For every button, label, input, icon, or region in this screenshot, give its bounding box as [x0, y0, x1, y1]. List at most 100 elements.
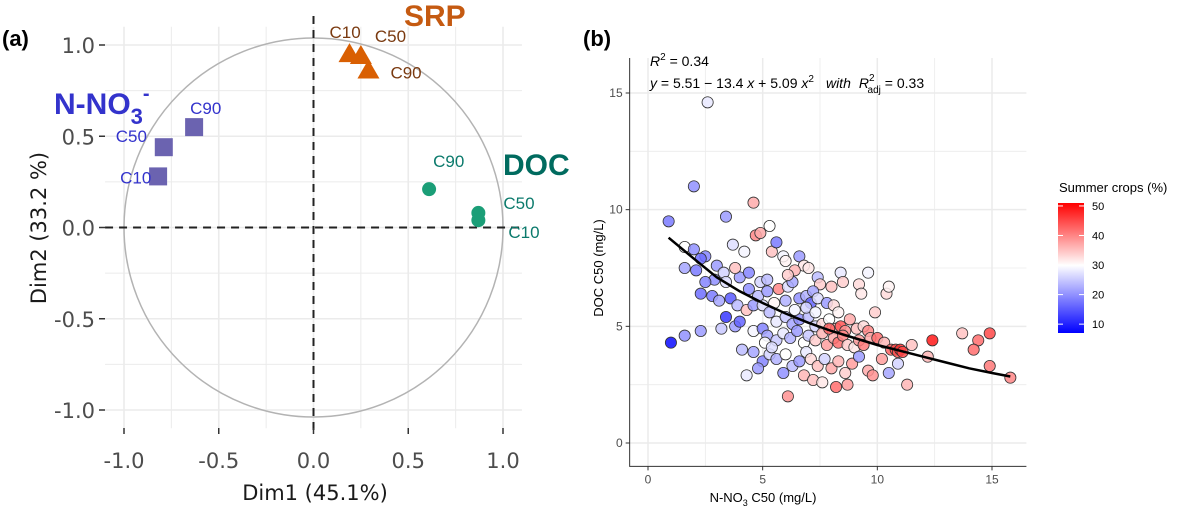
- data-point: [690, 264, 703, 277]
- y-tick-label: 0.0: [62, 217, 95, 241]
- x-tick-label: 0: [645, 472, 652, 486]
- data-point: [788, 303, 801, 316]
- annotation-r2: R2 = 0.34: [650, 52, 709, 69]
- legend-tick-label: 40: [1092, 231, 1104, 243]
- panel-a-xlabel: Dim1 (45.1%): [242, 481, 388, 505]
- data-point: [809, 306, 822, 319]
- point-label-c90: C90: [390, 64, 421, 83]
- panel-b-ticks: 0 5 10 15 0 5 10 15: [609, 86, 999, 486]
- annotation-r2-value: = 0.34: [666, 53, 709, 69]
- panel-b-axes: [629, 58, 1027, 467]
- data-point: [832, 306, 845, 319]
- data-point: [726, 238, 739, 251]
- eq-value: = 0.33: [881, 75, 924, 91]
- eq-x: x: [746, 75, 755, 91]
- legend-ticks: 50 40 30 20 10: [1058, 201, 1104, 331]
- data-point: [779, 254, 792, 267]
- data-point: [830, 380, 843, 393]
- circle-marker-c10: [471, 213, 486, 228]
- data-point: [818, 352, 831, 365]
- panel-b-xlabel: N-NO3 C50 (mg/L): [710, 490, 817, 508]
- data-point: [779, 294, 792, 307]
- data-point: [891, 357, 904, 370]
- data-point: [779, 348, 792, 361]
- data-point: [983, 359, 996, 372]
- point-label-c90: C90: [190, 99, 221, 118]
- data-point: [662, 215, 675, 228]
- x-tick-label: -1.0: [104, 449, 145, 473]
- x-tick-label: 15: [985, 472, 999, 486]
- data-point: [747, 345, 760, 358]
- group-title-nno3-main: N-NO: [54, 88, 131, 121]
- y-tick-label: 1.0: [62, 34, 95, 58]
- eq-body: = 5.51 − 13.4: [657, 75, 747, 91]
- group-title-srp: SRP: [404, 0, 466, 33]
- data-point: [926, 334, 939, 347]
- data-point: [719, 310, 732, 323]
- panel-a-ticks: -1.0 -0.5 0.0 0.5 1.0 -1.0 -0.5 0.0 0.5 1.0: [54, 34, 520, 473]
- data-point: [687, 180, 700, 193]
- data-point: [770, 236, 783, 249]
- data-point: [733, 315, 746, 328]
- data-point: [869, 306, 882, 319]
- legend-tick-label: 50: [1092, 201, 1104, 213]
- y-tick-label: -0.5: [54, 308, 95, 332]
- data-point: [793, 355, 806, 368]
- point-label-c50: C50: [116, 127, 147, 146]
- y-tick-label: 15: [609, 86, 623, 100]
- data-point: [901, 378, 914, 391]
- panel-a-ylabel: Dim2 (33.2 %): [27, 152, 51, 304]
- data-point: [699, 275, 712, 288]
- data-point: [855, 287, 868, 300]
- y-tick-label: 5: [616, 319, 623, 333]
- x-tick-label: 5: [759, 472, 766, 486]
- data-point: [765, 341, 778, 354]
- data-point: [791, 324, 804, 337]
- data-point: [678, 261, 691, 274]
- data-point: [852, 350, 865, 363]
- data-point: [742, 266, 755, 279]
- data-point: [882, 366, 895, 379]
- data-point: [694, 287, 707, 300]
- point-label-c10: C10: [330, 23, 361, 42]
- data-point: [736, 343, 749, 356]
- data-point: [740, 369, 753, 382]
- data-point: [882, 280, 895, 293]
- data-point: [694, 324, 707, 337]
- panel-b-grid: [629, 58, 1027, 467]
- y-tick-label: -1.0: [54, 399, 95, 423]
- panel-a-points: C10 C50 C90 C10 C50 C90 C90 C50 C10: [116, 23, 540, 242]
- data-point: [839, 366, 852, 379]
- data-point: [678, 329, 691, 342]
- triangle-marker-c90: [357, 59, 380, 79]
- annotation-equation: y = 5.51 − 13.4 x + 5.09 x2 with R2 adj = 0…: [649, 73, 924, 96]
- data-point: [729, 261, 742, 274]
- data-point: [763, 219, 776, 232]
- point-label-c90: C90: [433, 152, 464, 171]
- panel-b-label: (b): [583, 26, 611, 51]
- circle-marker-c90: [422, 182, 437, 197]
- data-point: [967, 343, 980, 356]
- data-point: [866, 369, 879, 382]
- y-tick-label: 10: [609, 203, 623, 217]
- data-point: [841, 378, 854, 391]
- data-point: [747, 196, 760, 209]
- data-point: [905, 338, 918, 351]
- group-title-nno3: N-NO3-: [54, 83, 150, 129]
- data-point: [781, 390, 794, 403]
- eq-r: R: [859, 75, 869, 91]
- data-point: [752, 362, 765, 375]
- eq-r-sup: 2: [869, 73, 875, 84]
- group-title-nno3-sup: -: [143, 83, 150, 105]
- panel-b-plot-area: [629, 58, 1027, 467]
- x-tick-label: -0.5: [198, 449, 239, 473]
- annotation-r2-r: R: [650, 53, 660, 69]
- x-tick-label: 0.0: [297, 449, 330, 473]
- xlabel-rest: C50 (mg/L): [748, 490, 817, 505]
- data-point: [754, 226, 767, 239]
- point-label-c10: C10: [508, 223, 539, 242]
- data-point: [825, 280, 838, 293]
- group-title-doc: DOC: [503, 149, 570, 182]
